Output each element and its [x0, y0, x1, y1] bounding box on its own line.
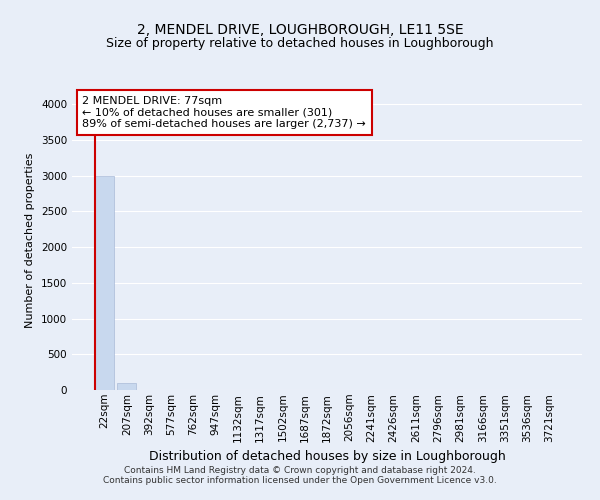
- Y-axis label: Number of detached properties: Number of detached properties: [25, 152, 35, 328]
- Text: 2, MENDEL DRIVE, LOUGHBOROUGH, LE11 5SE: 2, MENDEL DRIVE, LOUGHBOROUGH, LE11 5SE: [137, 22, 463, 36]
- Text: Contains HM Land Registry data © Crown copyright and database right 2024.
Contai: Contains HM Land Registry data © Crown c…: [103, 466, 497, 485]
- Bar: [95, 176, 114, 390]
- Text: Size of property relative to detached houses in Loughborough: Size of property relative to detached ho…: [106, 38, 494, 51]
- X-axis label: Distribution of detached houses by size in Loughborough: Distribution of detached houses by size …: [149, 450, 505, 463]
- Bar: [118, 382, 136, 390]
- Text: 2 MENDEL DRIVE: 77sqm
← 10% of detached houses are smaller (301)
89% of semi-det: 2 MENDEL DRIVE: 77sqm ← 10% of detached …: [82, 96, 366, 129]
